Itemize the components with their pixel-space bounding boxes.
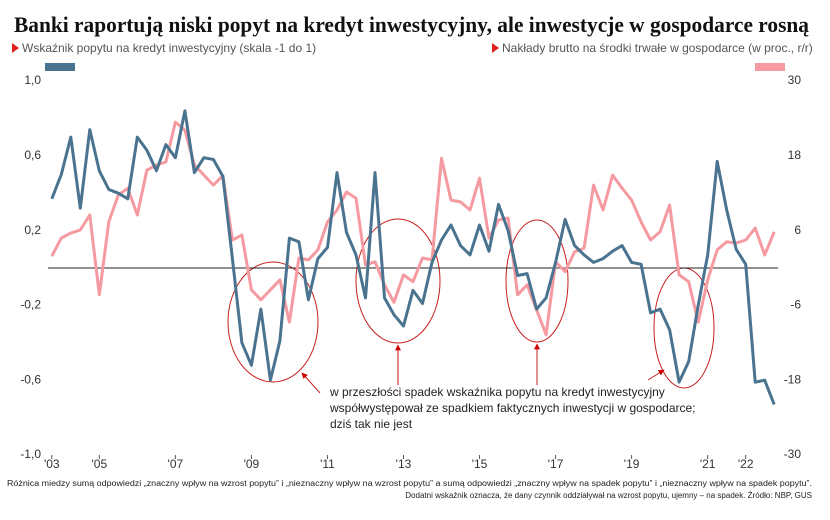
series-line <box>50 120 776 337</box>
ellipse <box>227 261 319 383</box>
footnote: Różnica miedzy sumą odpowiedzi „znaczny … <box>7 479 812 488</box>
y-tick-label: -1,0 <box>20 447 41 461</box>
legend-bullet <box>12 43 19 53</box>
x-tick-label: '19 <box>624 457 640 471</box>
annotation: współwystępował ze spadkiem faktycznych … <box>329 401 696 415</box>
annotation: w przeszłości spadek wskaźnika popytu na… <box>329 385 665 399</box>
x-tick-label: '13 <box>396 457 412 471</box>
legend-label: Wskaźnik popytu na kredyt inwestycyjny (… <box>22 41 316 55</box>
legend-label: Nakłady brutto na środki trwałe w gospod… <box>502 41 813 55</box>
x-tick-label: '15 <box>472 457 488 471</box>
highlight-ellipses <box>227 218 715 394</box>
y-tick-label: 1,0 <box>24 73 41 87</box>
y2-tick-label: 6 <box>794 223 801 237</box>
y-tick-label: -0,2 <box>20 298 41 312</box>
legend-swatch <box>45 63 75 71</box>
chart-title: Banki raportują niski popyt na kredyt in… <box>14 12 809 37</box>
series-line <box>50 109 776 406</box>
y2-tick-label: -30 <box>784 447 802 461</box>
ellipse <box>355 218 441 344</box>
arrow <box>301 372 321 394</box>
x-tick-label: '11 <box>320 457 335 471</box>
legend-bullet <box>492 43 499 53</box>
footnote: Dodatni wskaźnik oznacza, że dany czynni… <box>405 491 812 500</box>
x-tick-label: '09 <box>244 457 260 471</box>
y-tick-label: 0,2 <box>24 223 41 237</box>
x-tick-label: '03 <box>44 457 60 471</box>
y-tick-label: 0,6 <box>24 148 41 162</box>
ellipse <box>505 219 569 343</box>
y2-tick-label: -18 <box>784 372 802 386</box>
x-tick-label: '17 <box>548 457 564 471</box>
y2-tick-label: -6 <box>790 298 801 312</box>
y2-tick-label: 18 <box>788 148 802 162</box>
arrow <box>647 369 665 381</box>
legend-swatch <box>755 63 785 71</box>
x-tick-label: '21 <box>700 457 716 471</box>
y2-tick-label: 30 <box>788 73 802 87</box>
annotation: dziś tak nie jest <box>330 417 413 431</box>
x-tick-label: '22 <box>738 457 754 471</box>
x-tick-label: '07 <box>168 457 184 471</box>
y-tick-label: -0,6 <box>20 372 41 386</box>
x-tick-label: '05 <box>92 457 108 471</box>
